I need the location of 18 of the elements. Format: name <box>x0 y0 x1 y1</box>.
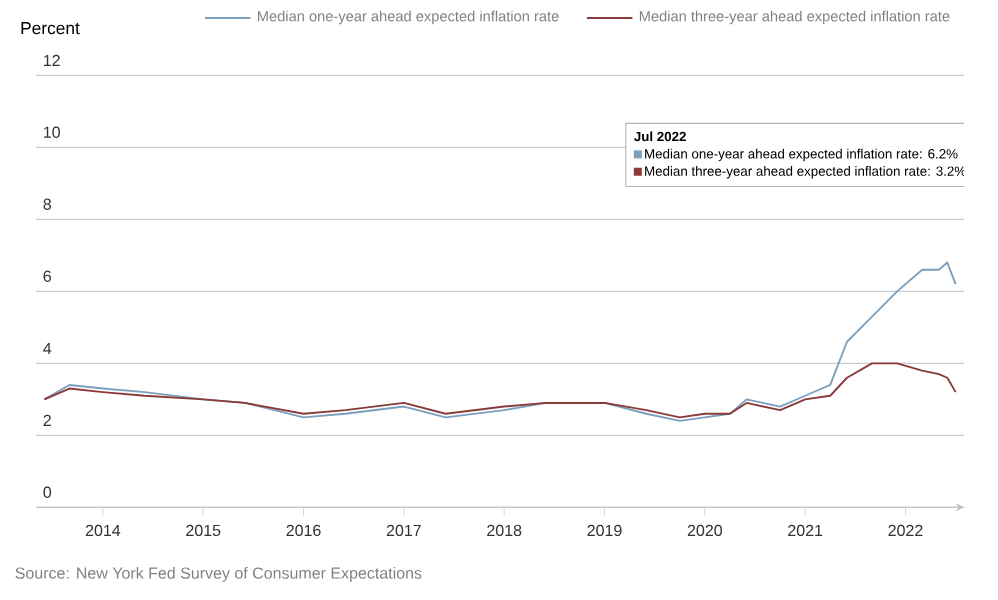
x-tick-label: 2020 <box>687 525 723 537</box>
x-tick-label: 2014 <box>85 525 121 537</box>
x-tick-label: 2016 <box>286 525 321 537</box>
y-tick-label: 8 <box>43 198 51 211</box>
y-tick-label: 2 <box>43 415 51 427</box>
y-axis-title: Percent <box>21 22 80 35</box>
y-tick-label: 4 <box>43 343 52 355</box>
y-tick-label: 0 <box>43 486 52 499</box>
x-tick-label: 2021 <box>788 525 823 537</box>
y-tick-label: 12 <box>44 55 60 67</box>
source-note: Source: New York Fed Survey of Consumer Expectations <box>15 567 422 583</box>
y-tick-label: 10 <box>44 126 60 139</box>
x-tick-label: 2015 <box>186 525 221 537</box>
x-tick-label: 2017 <box>386 525 421 537</box>
x-tick-label: 2018 <box>487 525 522 537</box>
x-tick-label: 2019 <box>587 525 622 537</box>
x-tick-label: 2022 <box>888 525 923 537</box>
y-tick-label: 6 <box>43 270 51 283</box>
